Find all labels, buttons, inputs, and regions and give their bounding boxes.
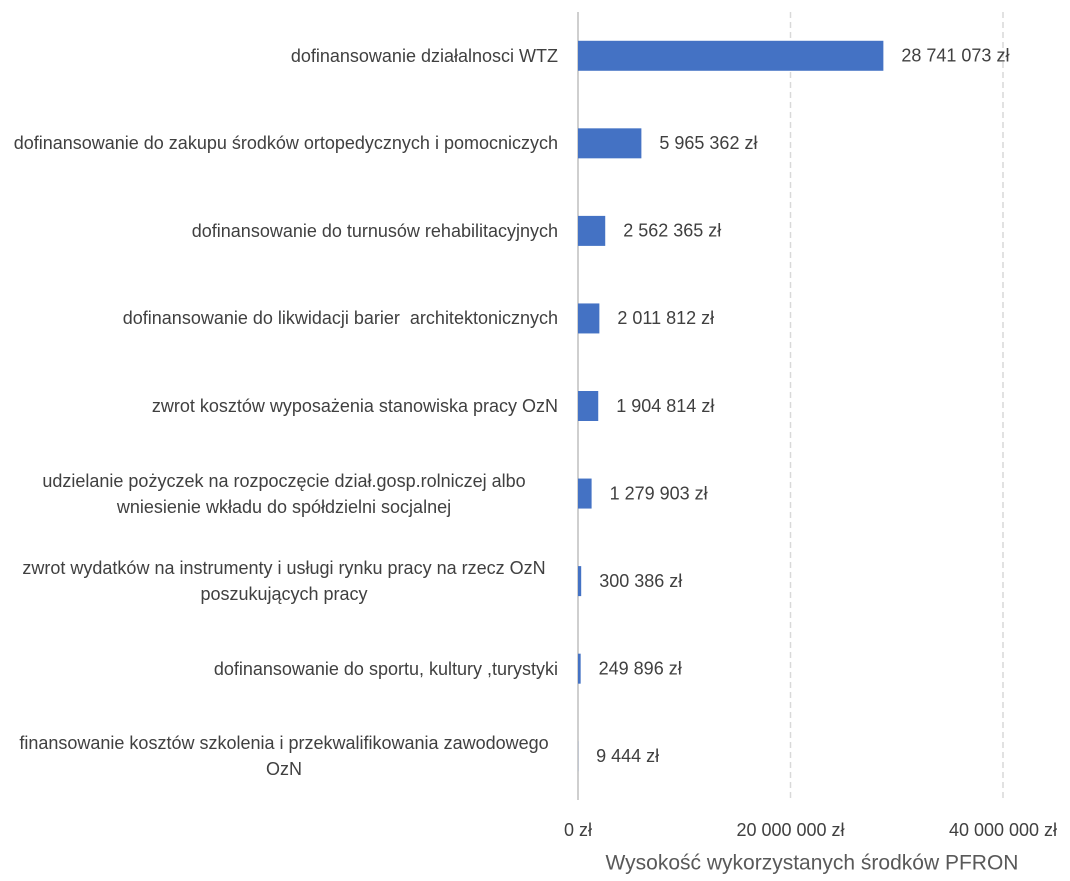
x-axis-label: Wysokość wykorzystanych środków PFRON [606, 852, 1019, 875]
category-label-box: dofinansowanie do sportu, kultury ,turys… [0, 639, 558, 699]
y-tick-label: dofinansowanie do zakupu środków ortoped… [13, 133, 558, 154]
data-label: 1 279 903 zł [610, 483, 708, 503]
bar [578, 653, 581, 684]
category-label-box: udzielanie pożyczek na rozpoczęcie dział… [0, 464, 558, 524]
x-tick-label: 20 000 000 zł [736, 820, 844, 840]
bar [578, 128, 642, 159]
data-label: 249 896 zł [599, 658, 682, 678]
data-label: 5 965 362 zł [659, 133, 757, 153]
y-tick-label: zwrot kosztów wyposażenia stanowiska pra… [151, 396, 558, 416]
category-label-box: dofinansowanie do zakupu środków ortoped… [0, 113, 558, 173]
bar [578, 391, 599, 421]
bar [578, 303, 600, 334]
category-label-box: zwrot kosztów wyposażenia stanowiska pra… [0, 376, 558, 436]
category-label-box: dofinansowanie do turnusów rehabilitacyj… [0, 201, 558, 261]
data-label: 28 741 073 zł [901, 46, 1009, 66]
category-label-box: zwrot wydatków na instrumenty i usługi r… [0, 551, 558, 611]
bar [578, 566, 582, 597]
y-tick-label: dofinansowanie działalnosci WTZ [290, 45, 558, 66]
y-tick-label: zwrot wydatków na instrumenty i usługi r… [22, 558, 551, 605]
y-tick-label: finansowanie kosztów szkolenia i przekwa… [19, 733, 554, 780]
x-tick-label: 40 000 000 zł [949, 820, 1057, 840]
data-label: 2 562 365 zł [623, 221, 721, 241]
data-label: 1 904 814 zł [616, 396, 714, 416]
category-label-box: finansowanie kosztów szkolenia i przekwa… [0, 726, 558, 786]
category-label-box: dofinansowanie działalnosci WTZ [0, 26, 558, 86]
x-tick-label: 0 zł [564, 820, 592, 840]
y-tick-label: dofinansowanie do sportu, kultury ,turys… [213, 658, 558, 679]
bar [578, 215, 606, 246]
y-tick-label: udzielanie pożyczek na rozpoczęcie dział… [42, 470, 531, 517]
data-label: 300 386 zł [599, 571, 682, 591]
data-label: 2 011 812 zł [617, 308, 714, 328]
bar [578, 40, 884, 71]
category-label-box: dofinansowanie do likwidacji barier arch… [0, 288, 558, 348]
data-label: 9 444 zł [596, 746, 659, 766]
y-tick-label: dofinansowanie do likwidacji barier arch… [122, 308, 558, 329]
y-tick-label: dofinansowanie do turnusów rehabilitacyj… [191, 220, 558, 241]
bar [578, 478, 592, 509]
